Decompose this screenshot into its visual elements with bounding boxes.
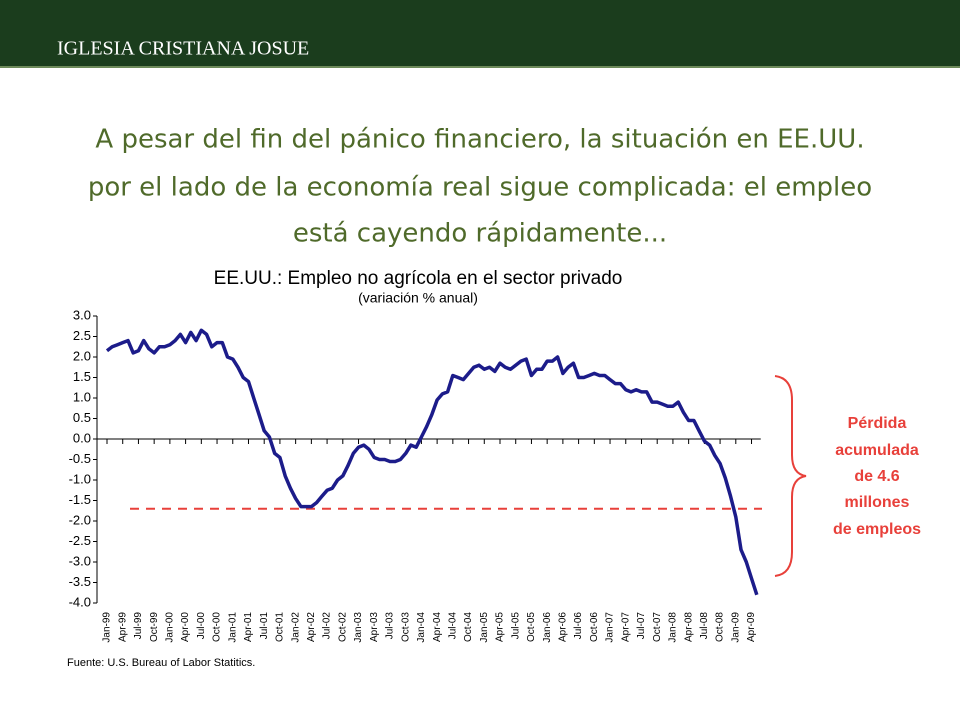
y-tick-label: -3.0	[69, 553, 91, 568]
x-tick-label: Jan-07	[605, 612, 616, 643]
chart-title: EE.UU.: Empleo no agrícola en el sector …	[214, 268, 623, 289]
x-tick-label: Jan-01	[227, 612, 238, 643]
y-tick-label: -4.0	[69, 594, 91, 609]
x-tick-label: Oct-05	[526, 612, 537, 642]
x-tick-label: Apr-03	[369, 612, 380, 642]
x-tick-label: Jan-00	[165, 612, 176, 643]
x-tick-label: Oct-07	[652, 612, 663, 642]
x-tick-label: Jul-07	[636, 612, 647, 640]
x-tick-label: Oct-06	[589, 612, 600, 642]
slide-title: por el lado de la economía real sigue co…	[88, 173, 872, 203]
x-tick-label: Oct-02	[337, 612, 348, 642]
y-tick-label: -1.0	[69, 471, 91, 486]
annotation: millones	[845, 494, 910, 511]
x-tick-label: Oct-04	[463, 612, 474, 642]
y-tick-label: -0.5	[69, 451, 91, 466]
x-tick-label: Oct-08	[715, 612, 726, 642]
x-tick-label: Jan-04	[416, 612, 427, 643]
x-tick-label: Jul-06	[573, 612, 584, 640]
y-tick-label: -1.5	[69, 492, 91, 507]
x-tick-label: Jan-06	[542, 612, 553, 643]
x-tick-label: Jan-99	[102, 612, 113, 643]
x-tick-label: Apr-04	[432, 612, 443, 642]
x-tick-label: Jul-02	[322, 612, 333, 640]
x-tick-label: Apr-05	[495, 612, 506, 642]
data-line	[105, 328, 759, 596]
header-title: IGLESIA CRISTIANA JOSUE	[57, 38, 309, 60]
x-tick-label: Jul-00	[196, 612, 207, 640]
y-tick-label: 0.0	[73, 430, 91, 445]
x-tick-label: Apr-01	[243, 612, 254, 642]
x-tick-label: Jul-99	[133, 612, 144, 640]
y-tick-label: -2.5	[69, 533, 91, 548]
y-tick-label: 1.0	[73, 389, 91, 404]
brace	[774, 375, 807, 577]
y-tick-label: 0.5	[73, 410, 91, 425]
y-tick-label: -3.5	[69, 574, 91, 589]
y-tick-label: 2.5	[73, 328, 91, 343]
x-tick-label: Jan-08	[668, 612, 679, 643]
x-tick-label: Apr-00	[180, 612, 191, 642]
slide-title: está cayendo rápidamente...	[293, 219, 667, 249]
annotation: de empleos	[833, 521, 921, 538]
x-tick-label: Jan-02	[290, 612, 301, 643]
y-tick-label: 1.5	[73, 369, 91, 384]
x-tick-label: Jan-09	[730, 612, 741, 643]
x-tick-label: Apr-99	[117, 612, 128, 642]
y-tick-label: 2.0	[73, 348, 91, 363]
x-tick-label: Apr-07	[620, 612, 631, 642]
chart-subtitle: (variación % anual)	[358, 290, 478, 306]
y-tick-label: 3.0	[73, 307, 91, 322]
source-note: Fuente: U.S. Bureau of Labor Statitics.	[67, 657, 255, 669]
x-tick-label: Oct-00	[212, 612, 223, 642]
annotation: acumulada	[835, 442, 919, 459]
x-tick-label: Apr-02	[306, 612, 317, 642]
x-tick-label: Apr-08	[683, 612, 694, 642]
x-tick-label: Jan-05	[479, 612, 490, 643]
y-tick-label: -2.0	[69, 512, 91, 527]
annotation: Pérdida	[848, 415, 907, 432]
annotation: de 4.6	[854, 468, 899, 485]
x-tick-label: Apr-06	[558, 612, 569, 642]
x-tick-label: Jul-04	[447, 612, 458, 640]
x-tick-label: Jul-05	[510, 612, 521, 640]
x-tick-label: Oct-99	[149, 612, 160, 642]
x-tick-label: Oct-01	[275, 612, 286, 642]
x-tick-label: Oct-03	[400, 612, 411, 642]
x-tick-label: Jul-01	[259, 612, 270, 640]
x-tick-label: Apr-09	[746, 612, 757, 642]
x-tick-label: Jul-03	[385, 612, 396, 640]
header-bar	[0, 0, 960, 68]
x-tick-label: Jan-03	[353, 612, 364, 643]
x-tick-label: Jul-08	[699, 612, 710, 640]
slide-title: A pesar del fin del pánico financiero, l…	[95, 125, 864, 155]
